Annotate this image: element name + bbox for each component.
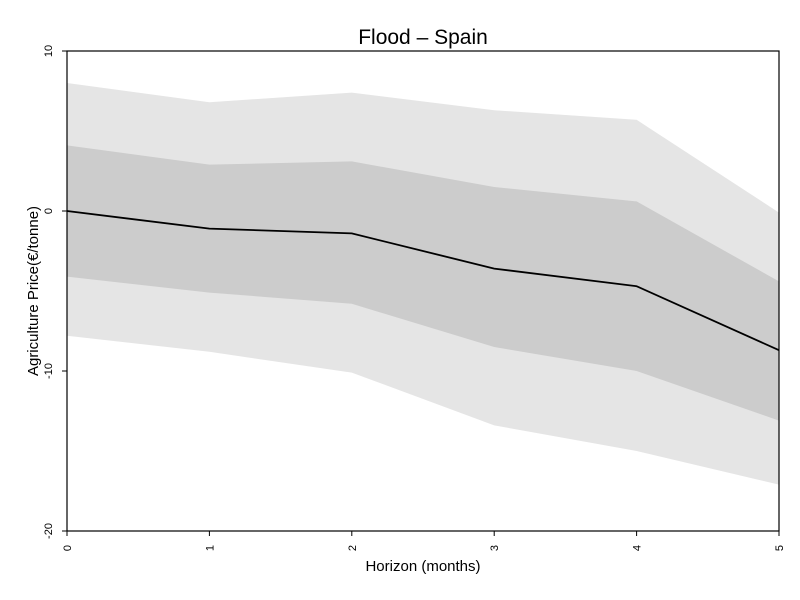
y-axis: 10 0 -10 -20 — [43, 45, 67, 539]
inner-confidence-band — [67, 145, 779, 421]
x-tick-label: 4 — [632, 545, 644, 551]
confidence-bands — [67, 83, 779, 485]
x-tick-label: 3 — [489, 545, 501, 551]
chart-title: Flood – Spain — [358, 26, 488, 49]
y-tick-label: -10 — [43, 363, 55, 379]
x-axis-label: Horizon (months) — [365, 558, 480, 575]
series-line — [66, 210, 780, 352]
plot-frame — [66, 50, 780, 532]
x-tick-label: 0 — [62, 545, 74, 551]
x-axis: 0 1 2 3 4 5 — [62, 531, 786, 551]
y-tick-label: 10 — [43, 45, 55, 57]
x-tick-label: 5 — [774, 545, 786, 551]
y-tick-label: 0 — [43, 208, 55, 214]
y-tick-label: -20 — [43, 523, 55, 539]
x-tick-label: 1 — [204, 545, 216, 551]
x-tick-label: 2 — [347, 545, 359, 551]
y-axis-label: Agriculture Price(€/tonne) — [25, 206, 42, 376]
